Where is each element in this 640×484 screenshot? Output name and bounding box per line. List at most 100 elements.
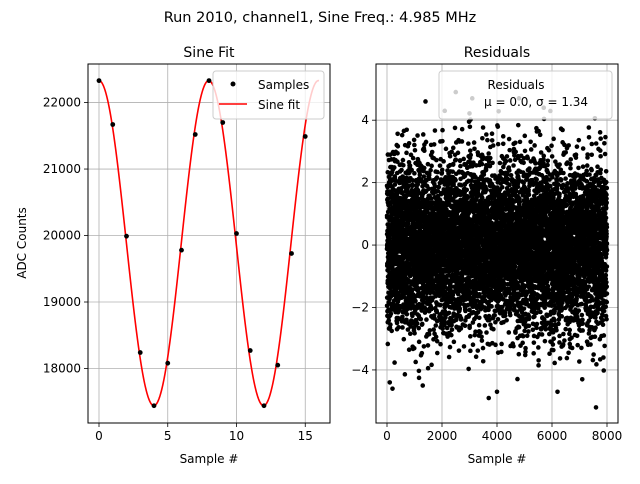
residual-point	[496, 317, 501, 322]
residual-point	[415, 321, 420, 326]
residual-point	[508, 158, 513, 163]
residual-point	[396, 144, 401, 149]
residual-point	[448, 345, 453, 350]
residual-point	[463, 323, 468, 328]
residual-point	[507, 148, 512, 153]
residual-point	[424, 317, 429, 322]
residual-point	[458, 164, 463, 169]
residual-point	[466, 367, 471, 372]
residual-point	[481, 125, 486, 130]
residual-point	[468, 334, 473, 339]
residual-point	[422, 148, 427, 153]
residual-point	[418, 172, 423, 177]
residual-point	[426, 343, 431, 348]
residual-point	[501, 134, 506, 139]
sine-fit-title: Sine Fit	[183, 45, 235, 61]
residual-point	[405, 312, 410, 317]
residual-point	[389, 329, 394, 334]
residual-point	[460, 127, 465, 132]
residual-point	[438, 163, 443, 168]
residual-point	[484, 330, 489, 335]
residual-point	[430, 150, 435, 155]
residual-point	[448, 285, 453, 290]
residual-point	[474, 354, 479, 359]
residual-point	[427, 176, 432, 181]
residual-point	[481, 359, 486, 364]
residual-point	[395, 132, 400, 137]
residual-point	[420, 322, 425, 327]
residuals-title: Residuals	[464, 45, 530, 61]
residual-point	[505, 154, 510, 159]
residual-point	[413, 299, 418, 304]
residual-point	[440, 139, 445, 144]
residual-point	[517, 325, 522, 330]
residual-point	[490, 161, 495, 166]
residual-point	[415, 133, 420, 138]
sample-point	[179, 248, 184, 253]
residual-point	[413, 148, 418, 153]
sample-point	[138, 350, 143, 355]
residual-point	[461, 157, 466, 162]
residual-point	[471, 342, 476, 347]
residual-point	[485, 138, 490, 143]
residual-point	[499, 350, 504, 355]
residual-point	[440, 168, 445, 173]
residual-point	[480, 136, 485, 141]
sine-fit-xlabel: Sample #	[180, 452, 239, 466]
residual-point	[395, 151, 400, 156]
sample-point	[248, 348, 253, 353]
sample-point	[124, 234, 129, 239]
residual-point	[493, 343, 498, 348]
residual-point	[413, 360, 418, 365]
residual-point	[412, 171, 417, 176]
residual-point	[431, 327, 436, 332]
residual-point	[513, 330, 518, 335]
residual-point	[438, 342, 443, 347]
residual-point	[492, 313, 497, 318]
residual-point	[404, 151, 409, 156]
residual-point	[412, 331, 417, 336]
residual-point	[483, 323, 488, 328]
residual-point	[435, 175, 440, 180]
residual-point	[462, 344, 467, 349]
residual-point	[407, 347, 412, 352]
residual-point	[412, 143, 417, 148]
sample-point	[110, 122, 115, 127]
residual-point	[516, 184, 521, 189]
residual-point	[426, 366, 431, 371]
sine-fit-legend: Samples Sine fit	[213, 71, 324, 119]
legend-samples-label: Samples	[258, 78, 309, 92]
residual-point	[468, 125, 473, 130]
residual-point	[400, 325, 405, 330]
sine-fit-xtick-label: 0	[95, 429, 103, 443]
residual-point	[451, 162, 456, 167]
residual-point	[498, 161, 503, 166]
residual-point	[507, 330, 512, 335]
residual-point	[501, 141, 506, 146]
residual-point	[421, 132, 426, 137]
residual-point	[428, 168, 433, 173]
residual-point	[513, 264, 518, 269]
residual-point	[416, 326, 421, 331]
residual-point	[507, 137, 512, 142]
residual-point	[448, 154, 453, 159]
sample-point	[193, 132, 198, 137]
residual-point	[451, 146, 456, 151]
residual-point	[422, 344, 427, 349]
residual-point	[447, 311, 452, 316]
residual-point	[440, 128, 445, 133]
sine-fit-ytick-label: 21000	[43, 162, 81, 176]
residual-point	[513, 150, 518, 155]
sine-fit-ylabel: ADC Counts	[15, 207, 29, 279]
residual-point	[408, 331, 413, 336]
sine-fit-ytick-label: 22000	[43, 96, 81, 110]
residual-point	[511, 163, 516, 168]
residual-point	[484, 132, 489, 137]
residual-point	[496, 124, 501, 129]
sample-point	[220, 120, 225, 125]
residual-point	[475, 348, 480, 353]
residual-point	[429, 363, 434, 368]
residual-point	[518, 140, 523, 145]
residual-point	[450, 327, 455, 332]
